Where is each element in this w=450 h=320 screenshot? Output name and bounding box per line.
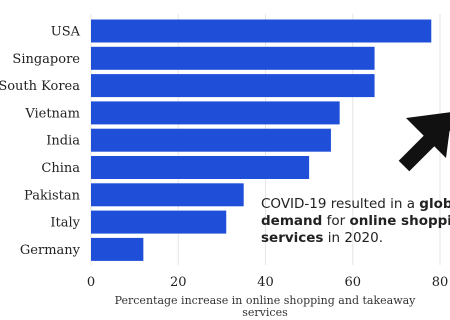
bar-singapore: [91, 46, 375, 70]
x-tick-label: 0: [87, 275, 95, 290]
category-label: South Korea: [0, 79, 80, 94]
annotation-segment: for: [322, 213, 349, 229]
bar-south-korea: [91, 74, 375, 98]
x-tick-label: 80: [432, 275, 449, 290]
category-label: Germany: [20, 243, 81, 258]
category-label: Pakistan: [24, 188, 81, 203]
bar-china: [91, 156, 310, 179]
bar-india: [91, 128, 331, 152]
bar-vietnam: [91, 101, 340, 125]
x-tick-label: 40: [257, 275, 274, 290]
x-axis-label: Percentage increase in online shopping a…: [115, 294, 417, 307]
arrow-up-right-icon: [398, 112, 450, 172]
annotation-segment: demand: [261, 213, 322, 229]
category-label: India: [46, 134, 80, 149]
x-tick-label: 20: [170, 275, 187, 290]
bar-usa: [91, 19, 432, 43]
annotation-segment: COVID-19 resulted in a: [261, 196, 419, 212]
bar-italy: [91, 210, 227, 234]
annotation-segment: in 2020.: [323, 230, 383, 246]
annotation-segment: global: [419, 196, 450, 212]
category-label: Italy: [50, 216, 80, 231]
annotation-text: COVID-19 resulted in a globaldemand for …: [261, 196, 450, 246]
x-tick-label: 60: [344, 275, 361, 290]
annotation-segment: online shopping: [349, 213, 450, 229]
category-label: USA: [51, 25, 81, 40]
bar-pakistan: [91, 183, 244, 207]
x-axis-label-line2: services: [242, 306, 288, 319]
arrow-head: [406, 112, 450, 158]
bar-germany: [91, 237, 144, 261]
annotation-segment: services: [261, 230, 323, 246]
category-label: Vietnam: [24, 106, 80, 121]
category-label: China: [41, 161, 80, 176]
category-label: Singapore: [12, 52, 80, 67]
